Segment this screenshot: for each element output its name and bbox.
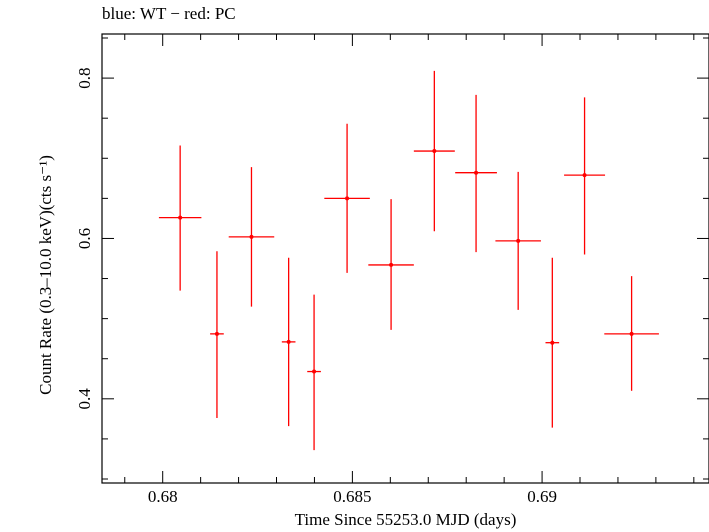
data-point: [455, 94, 497, 253]
data-point: [545, 257, 560, 428]
x-axis-label: Time Since 55253.0 MJD (days): [294, 510, 517, 529]
data-point: [495, 171, 541, 310]
data-point: [413, 70, 455, 232]
point-marker: [516, 238, 521, 243]
data-point: [228, 167, 275, 307]
point-marker: [550, 340, 555, 345]
point-marker: [286, 339, 291, 344]
data-point: [564, 97, 606, 255]
x-tick-label: 0.685: [333, 487, 371, 506]
point-marker: [312, 369, 317, 374]
x-tick-label: 0.69: [527, 487, 557, 506]
x-tick-label: 0.68: [148, 487, 178, 506]
plot-frame: [101, 33, 709, 484]
point-marker: [345, 196, 350, 201]
point-marker: [432, 149, 437, 154]
point-marker: [178, 215, 183, 220]
point-marker: [214, 331, 219, 336]
data-point: [604, 276, 659, 391]
chart-title: blue: WT − red: PC: [102, 4, 236, 23]
data-point: [281, 257, 296, 427]
data-point: [158, 145, 202, 291]
y-tick-label: 0.6: [75, 228, 94, 249]
data-point: [210, 251, 224, 419]
data-point: [324, 123, 370, 273]
data-point: [368, 199, 414, 330]
point-marker: [582, 173, 587, 178]
point-marker: [389, 262, 394, 267]
point-marker: [629, 331, 634, 336]
point-marker: [474, 170, 479, 175]
y-tick-label: 0.8: [75, 67, 94, 88]
y-tick-label: 0.4: [75, 388, 94, 410]
data-point: [307, 294, 321, 451]
point-marker: [249, 234, 254, 239]
